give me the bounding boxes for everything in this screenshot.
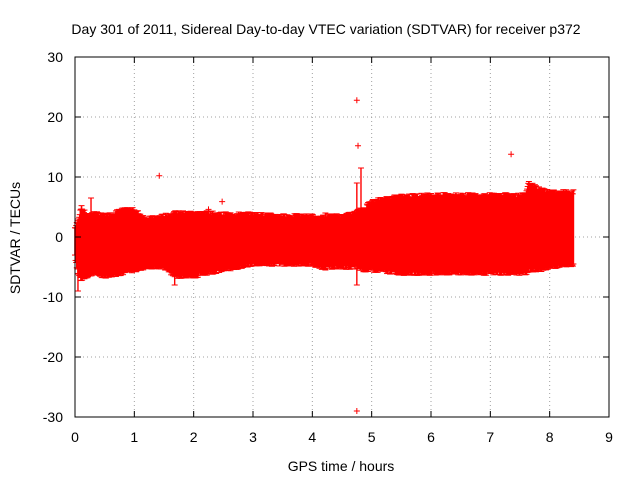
x-tick-label: 8 [546,429,554,445]
axis-ticks: 0 1 2 3 4 5 6 7 8 9 -30 -20 -10 0 10 20 30 [43,49,613,445]
x-tick-label: 4 [308,429,316,445]
y-tick-label: -10 [43,289,63,305]
data-point [205,206,212,213]
data-point [508,151,515,158]
data-series [72,97,577,414]
data-point [355,142,362,149]
y-axis-label: SDTVAR / TECUs [7,182,23,294]
y-tick-label: 10 [47,169,63,185]
data-point [353,97,360,104]
data-point [156,172,163,179]
x-axis-label: GPS time / hours [288,458,395,474]
data-point [353,408,360,414]
data-point [219,198,226,205]
y-tick-label: 20 [47,109,63,125]
x-tick-label: 1 [130,429,138,445]
x-tick-label: 6 [427,429,435,445]
y-tick-label: -20 [43,349,63,365]
x-tick-label: 7 [486,429,494,445]
chart-title: Day 301 of 2011, Sidereal Day-to-day VTE… [71,21,580,37]
y-tick-label: 30 [47,49,63,65]
x-tick-label: 5 [368,429,376,445]
x-tick-label: 9 [605,429,613,445]
x-tick-label: 3 [249,429,257,445]
x-tick-label: 0 [71,429,79,445]
y-tick-label: -30 [43,409,63,425]
x-tick-label: 2 [190,429,198,445]
y-tick-label: 0 [55,229,63,245]
